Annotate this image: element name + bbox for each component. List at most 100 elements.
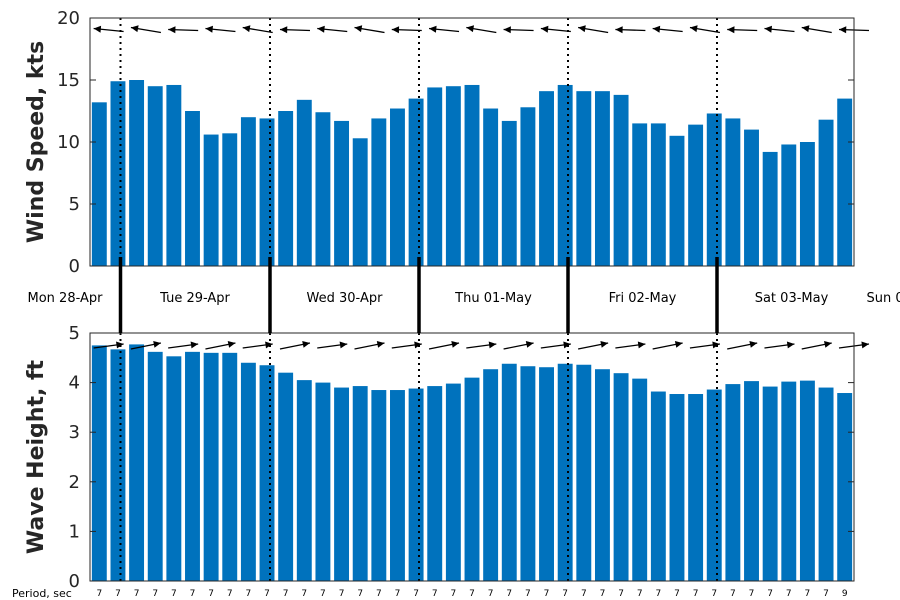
period-value: 7 xyxy=(171,589,177,599)
period-value: 7 xyxy=(246,589,252,599)
period-value: 7 xyxy=(767,589,773,599)
period-value: 7 xyxy=(152,589,158,599)
wave-bar xyxy=(744,381,759,581)
wave-y-tick-label: 3 xyxy=(69,422,80,443)
wave-direction-arrow xyxy=(428,341,460,350)
wave-bar xyxy=(594,369,610,581)
period-value: 7 xyxy=(320,589,326,599)
wind-bar xyxy=(632,123,648,267)
wind-direction-arrow xyxy=(689,25,721,34)
period-value: 7 xyxy=(96,589,102,599)
wave-bar xyxy=(352,386,368,581)
wave-direction-arrow xyxy=(503,341,534,350)
wind-bar xyxy=(762,151,778,266)
wave-direction-arrow xyxy=(689,341,721,349)
wave-bar xyxy=(110,349,126,581)
wave-bar xyxy=(520,366,536,581)
period-value: 7 xyxy=(134,589,140,599)
period-value: 7 xyxy=(823,589,829,599)
period-value: 7 xyxy=(730,589,736,599)
period-value: 7 xyxy=(637,589,643,599)
day-label: Tue 29-Apr xyxy=(159,291,230,306)
wave-direction-arrow xyxy=(168,341,199,349)
period-value: 7 xyxy=(693,589,699,599)
wind-y-tick-label: 15 xyxy=(57,70,80,91)
day-label: Thu 01-May xyxy=(454,291,532,306)
wave-direction-arrow xyxy=(615,341,646,349)
wave-direction-arrow xyxy=(279,341,311,350)
wave-bar xyxy=(259,365,275,581)
wind-direction-arrow xyxy=(317,25,348,33)
wave-bar xyxy=(613,373,629,581)
wind-bar xyxy=(501,120,517,266)
wave-bar xyxy=(501,363,517,581)
wind-direction-arrow xyxy=(242,25,273,34)
wave-bar xyxy=(296,380,312,581)
wave-direction-arrow xyxy=(242,341,273,349)
wind-bar xyxy=(203,134,219,266)
period-value: 7 xyxy=(488,589,494,599)
wind-bar xyxy=(334,120,350,266)
wind-direction-arrow xyxy=(578,25,609,34)
wind-bar xyxy=(166,84,182,267)
wind-bar xyxy=(706,113,722,266)
wind-bar xyxy=(557,84,573,267)
wind-direction-arrow xyxy=(615,26,646,34)
period-value: 7 xyxy=(357,589,363,599)
wind-direction-arrow xyxy=(727,26,758,34)
wave-bar xyxy=(315,382,331,581)
wind-direction-arrow xyxy=(354,25,385,34)
wave-direction-arrow xyxy=(317,341,348,349)
wave-bar xyxy=(837,393,853,581)
day-label: Fri 02-May xyxy=(609,291,677,306)
wind-y-tick-label: 0 xyxy=(69,256,80,277)
wave-y-axis-title: Wave Height, ft xyxy=(24,359,49,554)
period-value: 7 xyxy=(711,589,717,599)
wave-bar xyxy=(557,363,573,581)
wave-bar xyxy=(427,386,443,581)
wave-bar xyxy=(688,394,704,581)
wave-direction-arrow xyxy=(540,341,571,349)
wind-bar xyxy=(390,108,405,267)
day-label: Sat 03-May xyxy=(755,291,829,306)
wind-bar xyxy=(129,80,145,266)
wind-bar xyxy=(613,94,629,266)
period-title: Period, sec xyxy=(12,587,72,600)
period-value: 7 xyxy=(339,589,345,599)
period-value: 7 xyxy=(376,589,382,599)
wind-bar xyxy=(725,118,741,266)
day-label: Mon 28-Apr xyxy=(28,291,104,306)
wind-bar xyxy=(147,86,163,266)
wind-y-axis-title: Wind Speed, kts xyxy=(24,41,49,243)
wave-direction-arrow xyxy=(93,341,124,349)
period-value: 7 xyxy=(600,589,606,599)
day-strip: Mon 28-Apr Tue 29-Apr Wed 30-Apr Thu 01-May… xyxy=(28,257,900,333)
wave-direction-arrow xyxy=(727,341,758,350)
wind-bar xyxy=(483,108,499,267)
wave-bar xyxy=(706,389,722,581)
period-value: 7 xyxy=(450,589,456,599)
wave-direction-arrow xyxy=(354,341,385,350)
wave-direction-arrow xyxy=(577,341,609,350)
wave-panel: 0 1 2 3 4 5 Wave Height, ft xyxy=(24,323,870,592)
wave-direction-arrow xyxy=(652,341,683,350)
period-value: 7 xyxy=(506,589,512,599)
period-value: 7 xyxy=(786,589,792,599)
wave-bar xyxy=(576,364,592,581)
wave-bar xyxy=(445,383,461,581)
period-value: 7 xyxy=(581,589,587,599)
period-value: 7 xyxy=(115,589,121,599)
wave-bar xyxy=(91,345,107,581)
wave-bar xyxy=(203,352,219,581)
wave-bar xyxy=(781,381,797,581)
wave-bar xyxy=(483,369,499,581)
wind-bar xyxy=(278,111,294,266)
wind-bar xyxy=(799,142,815,266)
wind-panel: 0 5 10 15 20 Wind Speed, kts xyxy=(24,8,870,277)
wind-bar xyxy=(91,102,107,266)
wave-y-tick-label: 2 xyxy=(69,472,80,493)
wave-bar xyxy=(129,344,145,581)
wind-direction-arrow xyxy=(503,26,534,34)
wind-direction-arrow xyxy=(764,25,795,33)
